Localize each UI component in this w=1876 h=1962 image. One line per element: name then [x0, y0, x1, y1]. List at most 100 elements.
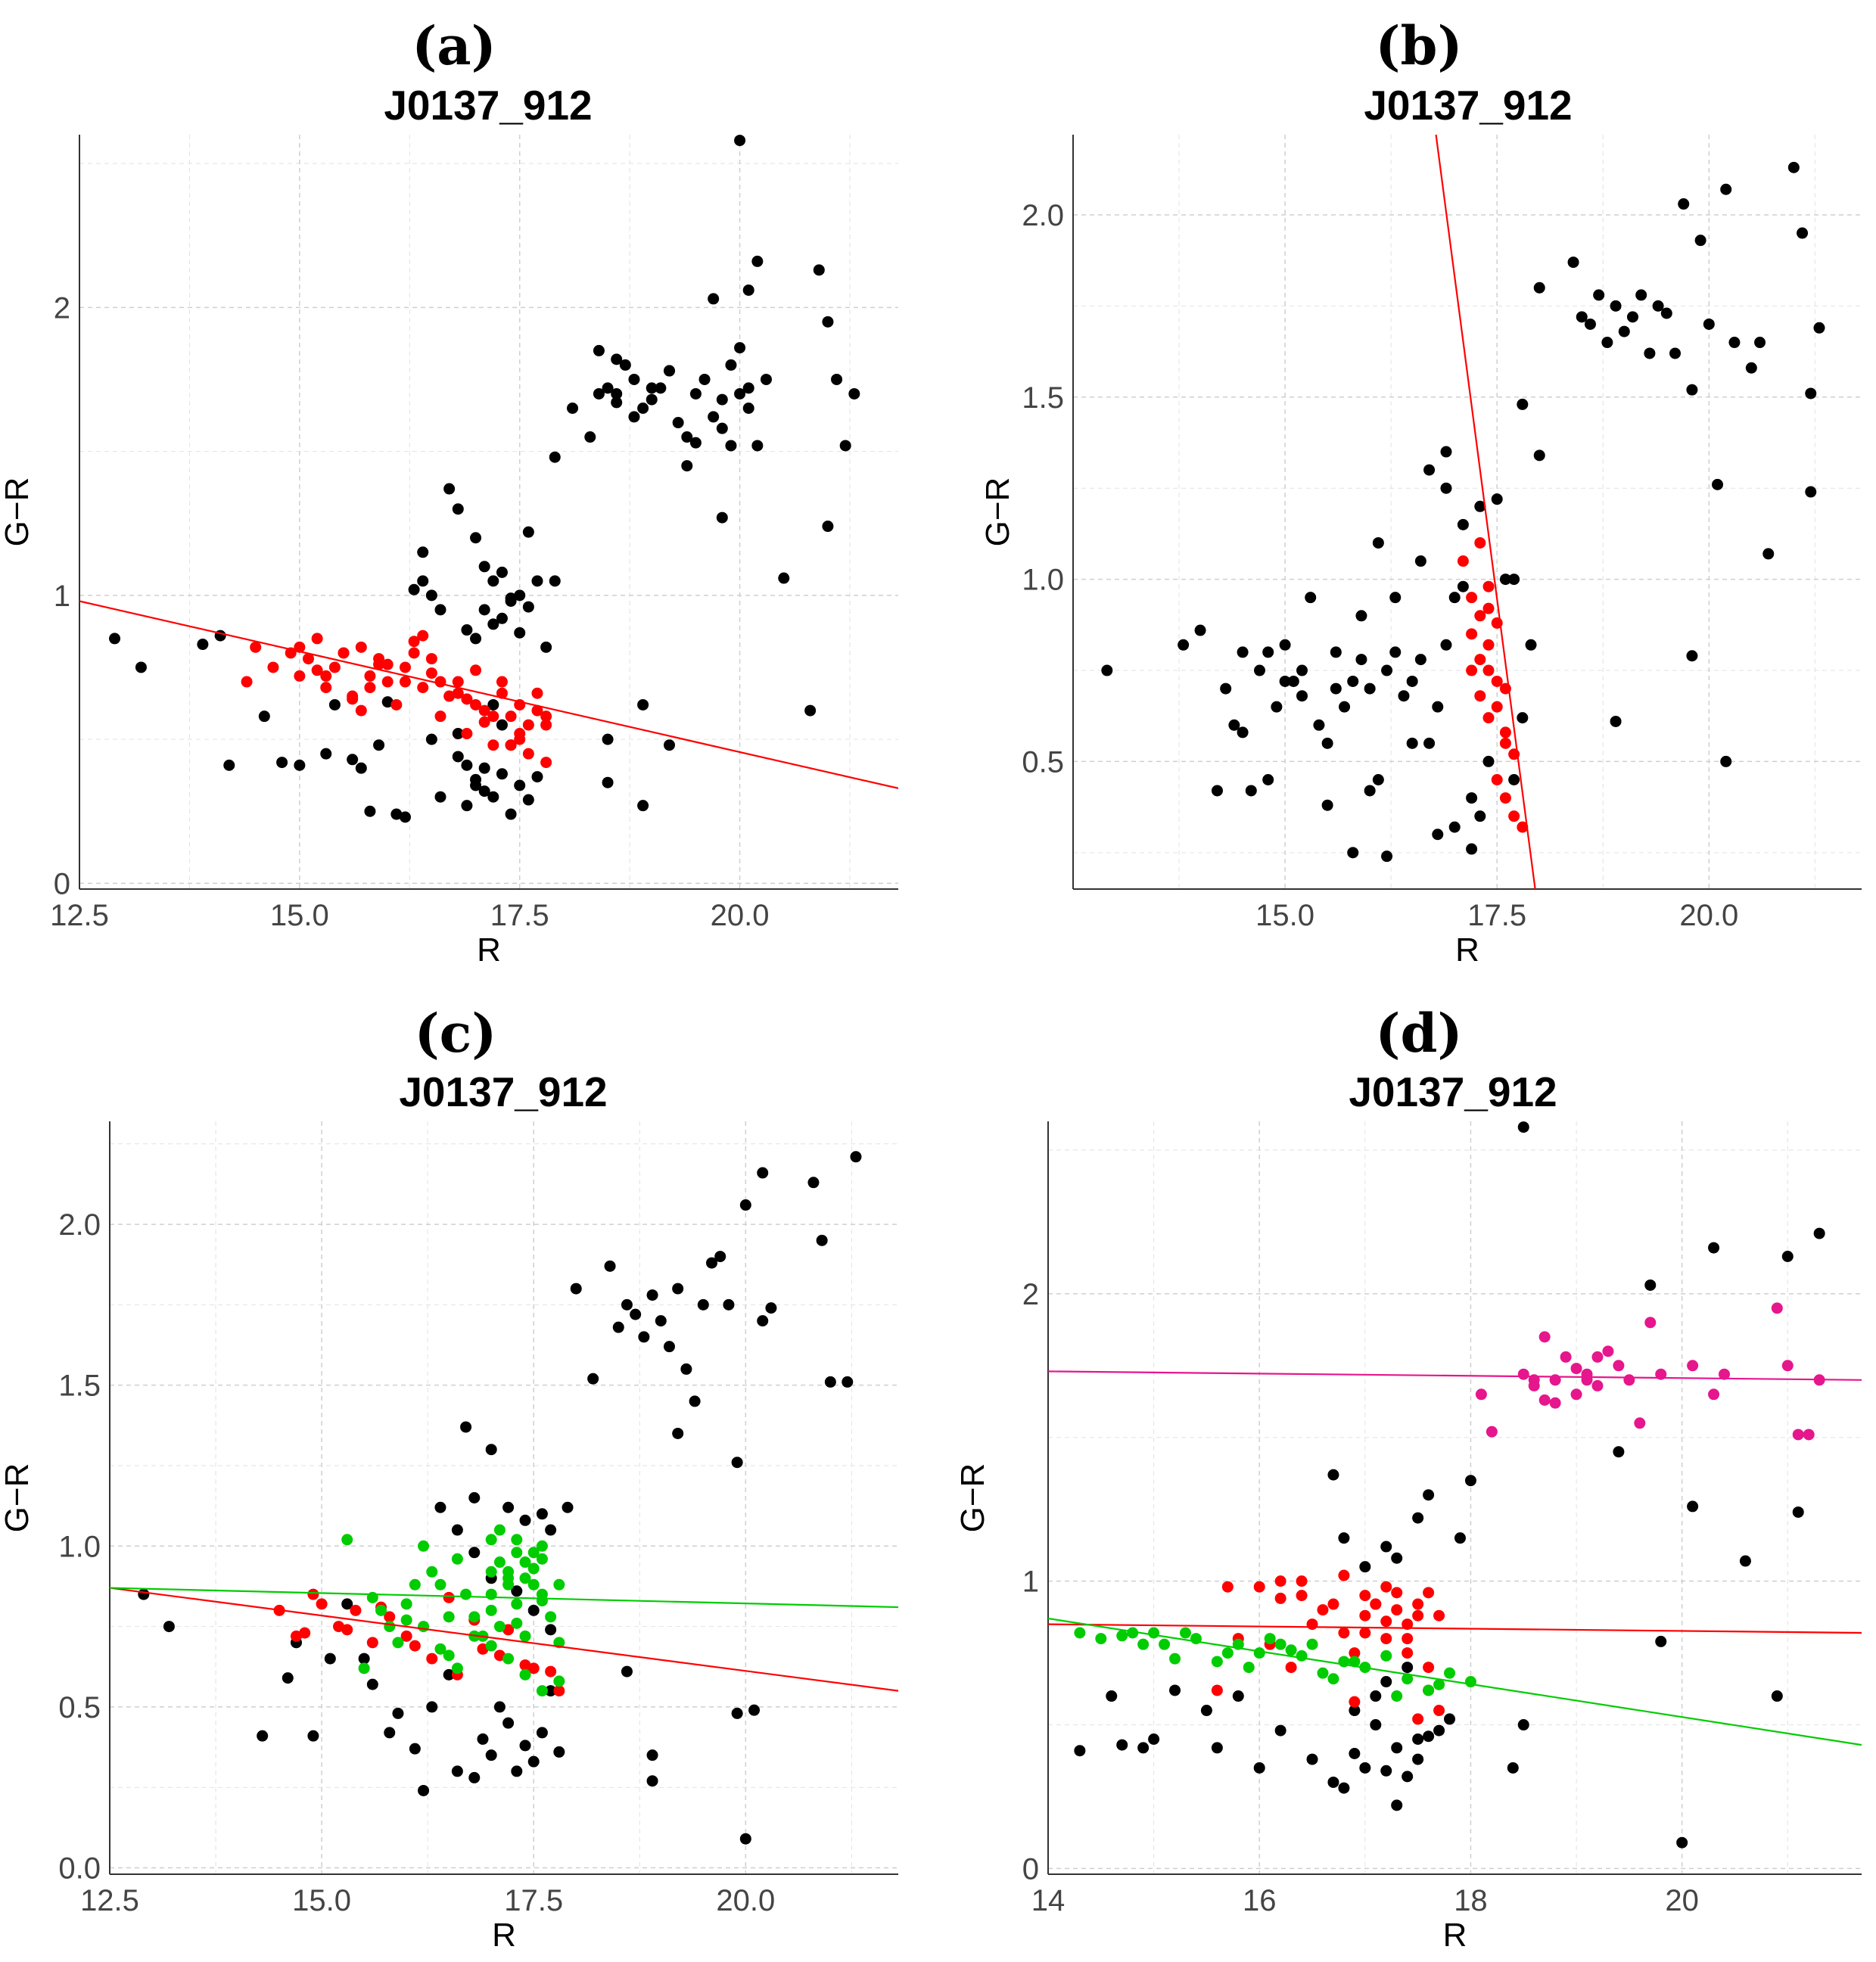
y-tick-label: 2: [54, 291, 70, 325]
data-point: [646, 1775, 658, 1787]
data-point: [1391, 1799, 1403, 1811]
data-point: [408, 647, 420, 659]
data-point: [384, 1621, 396, 1633]
data-point: [1274, 1638, 1286, 1650]
data-point: [839, 440, 851, 452]
data-point: [1655, 1635, 1667, 1647]
data-point: [511, 1765, 523, 1777]
data-point: [1359, 1627, 1371, 1639]
data-point: [1406, 675, 1418, 687]
data-point: [282, 1672, 294, 1684]
data-point: [1719, 1368, 1731, 1380]
data-point: [418, 1540, 430, 1552]
x-tick-label: 17.5: [490, 899, 549, 932]
data-point: [1660, 307, 1672, 319]
data-point: [511, 1534, 523, 1546]
data-point: [1380, 1615, 1392, 1628]
fit-line: [1048, 1623, 1862, 1634]
series-cluster-2: [241, 630, 552, 769]
data-point: [1466, 664, 1478, 676]
data-point: [1444, 1667, 1456, 1679]
data-point: [1576, 311, 1588, 323]
data-point: [311, 664, 323, 676]
data-point: [1644, 347, 1656, 359]
data-point: [621, 1298, 633, 1311]
data-point: [418, 1621, 430, 1633]
data-point: [637, 403, 649, 415]
data-point: [1412, 1598, 1424, 1610]
data-point: [487, 791, 499, 803]
data-point: [1412, 1713, 1424, 1725]
data-point: [757, 1315, 769, 1327]
data-point: [452, 751, 464, 763]
data-point: [400, 1598, 412, 1610]
data-point: [1245, 785, 1257, 797]
data-point: [514, 589, 526, 602]
y-tick-label: 2.0: [58, 1208, 101, 1242]
data-point: [519, 1740, 531, 1752]
data-point: [1771, 1690, 1783, 1702]
data-point: [1338, 1627, 1350, 1639]
series-cluster-1: [1101, 161, 1825, 863]
data-point: [1359, 1761, 1371, 1774]
data-point: [1433, 1609, 1445, 1622]
data-point: [470, 664, 482, 676]
data-point: [1338, 1782, 1350, 1794]
data-point: [1538, 1331, 1551, 1343]
data-point: [417, 575, 429, 587]
data-point: [257, 1730, 269, 1742]
data-point: [536, 1595, 548, 1607]
data-point: [1262, 646, 1274, 658]
data-point: [655, 1315, 667, 1327]
y-axis-title: G−R: [954, 1463, 991, 1533]
data-point: [1644, 1317, 1657, 1329]
chart-title: J0137_912: [1364, 82, 1572, 129]
data-point: [1482, 664, 1495, 676]
data-point: [409, 1640, 421, 1652]
data-point: [663, 1341, 675, 1353]
data-point: [1499, 574, 1511, 586]
data-point: [1676, 1836, 1688, 1849]
data-point: [549, 575, 561, 587]
data-point: [485, 1749, 497, 1761]
data-point: [723, 1298, 735, 1311]
data-point: [461, 693, 473, 705]
data-point: [637, 698, 649, 710]
data-point: [1423, 1587, 1435, 1599]
data-point: [1423, 737, 1436, 749]
data-point: [392, 1637, 404, 1649]
data-point: [487, 739, 499, 751]
data-point: [1474, 500, 1486, 512]
data-point: [672, 1427, 684, 1439]
data-point: [328, 698, 341, 710]
data-point: [197, 639, 209, 651]
y-tick-label: 1.0: [1022, 564, 1064, 597]
data-point: [1370, 1690, 1382, 1702]
data-point: [1179, 1627, 1191, 1639]
x-tick-label: 20.0: [716, 1884, 775, 1917]
data-point: [1412, 1609, 1424, 1622]
data-point: [511, 1598, 523, 1610]
data-point: [689, 1395, 701, 1407]
data-point: [452, 687, 464, 699]
data-point: [417, 546, 429, 558]
data-point: [1330, 683, 1342, 695]
data-point: [502, 1653, 515, 1665]
data-point: [381, 696, 394, 708]
data-point: [1712, 478, 1724, 490]
data-point: [1781, 1360, 1794, 1372]
data-point: [1433, 1724, 1445, 1737]
x-tick-label: 12.5: [50, 899, 109, 932]
data-point: [519, 1630, 531, 1642]
data-point: [496, 566, 508, 578]
data-point: [1652, 300, 1664, 312]
series-cluster-3: [341, 1524, 565, 1697]
data-point: [611, 396, 623, 409]
data-point: [493, 1524, 506, 1536]
data-point: [1560, 1351, 1572, 1363]
data-point: [452, 728, 464, 740]
data-point: [1813, 322, 1825, 334]
data-point: [1813, 1227, 1825, 1239]
data-point: [1414, 654, 1426, 666]
data-point: [443, 690, 456, 702]
